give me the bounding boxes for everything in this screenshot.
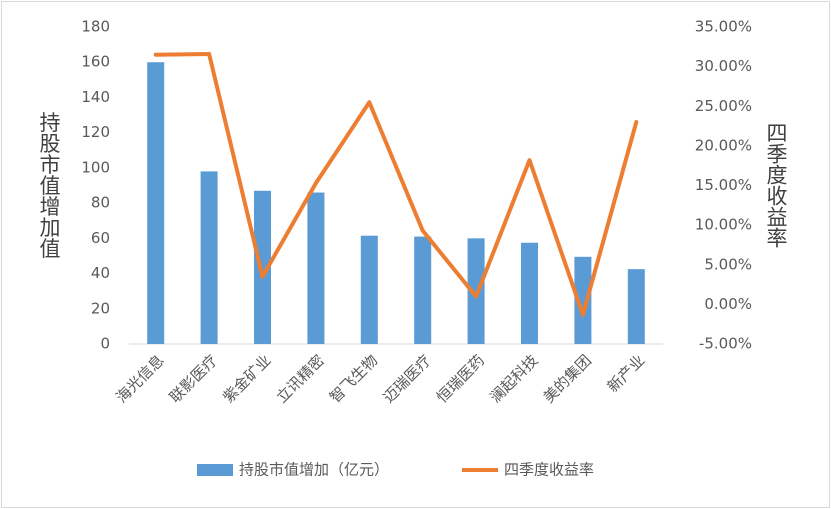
y-axis-title: 持股市值增加值 [37,112,61,259]
bar [627,269,645,344]
y-tick-label: 100 [81,158,110,176]
bar [414,236,432,344]
y2-tick-label: 10.00% [695,216,752,234]
line [153,51,639,317]
y-tick-label: 140 [81,88,110,106]
y2-tick-label: 5.00% [704,255,752,273]
legend-label: 持股市值增加（亿元） [239,461,389,479]
legend-swatch [197,464,233,476]
y2-tick-label: 0.00% [704,295,752,313]
y2-tick-label: 20.00% [695,136,752,154]
bar [360,235,378,344]
y-tick-label: 120 [81,123,110,141]
y-tick-label: 60 [91,229,110,247]
y2-tick-label: 25.00% [695,97,752,115]
bar [254,190,271,344]
y2-tick-label: 30.00% [695,57,752,75]
y2-tick-label: -5.00% [699,335,752,353]
y-tick-label: 180 [81,18,110,36]
y2-axis-title: 四季度收益率 [764,122,788,248]
legend-label: 四季度收益率 [504,461,594,479]
y2-tick-label: 35.00% [695,18,752,36]
bar [521,242,538,344]
y-tick-label: 80 [91,194,110,212]
y-tick-label: 20 [91,299,110,317]
y-tick-label: 160 [81,53,110,71]
bar [307,192,325,344]
bar [147,62,165,344]
y2-tick-label: 15.00% [695,176,752,194]
y-tick-label: 40 [91,264,110,282]
bar [574,256,592,344]
bar [200,171,218,344]
y-tick-label: 0 [100,335,110,353]
